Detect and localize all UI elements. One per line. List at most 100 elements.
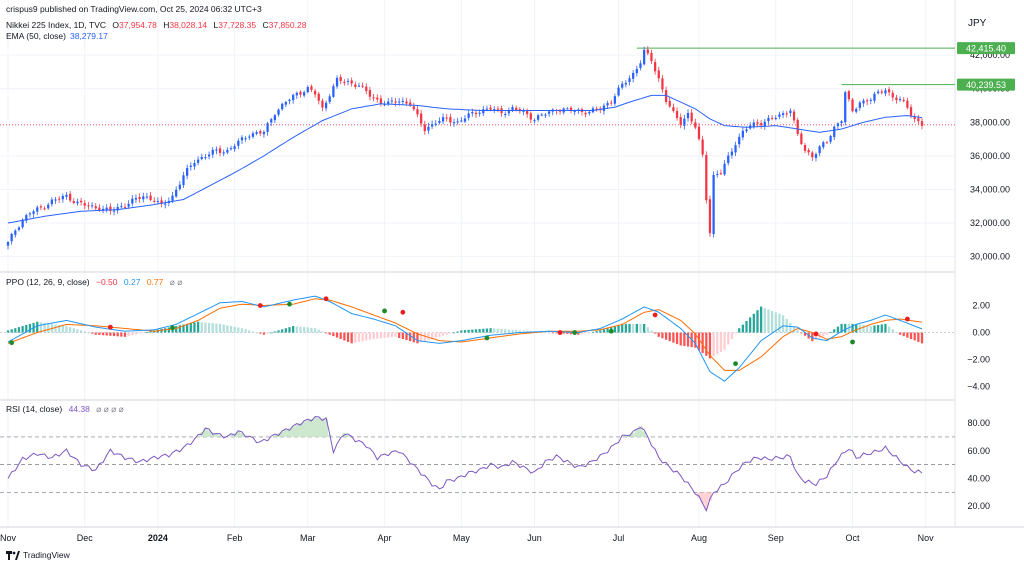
symbol-name[interactable]: Nikkei 225 Index, 1D, TVC — [6, 20, 106, 30]
ppo-histogram-bar — [544, 332, 547, 334]
ppo-histogram-bar — [595, 331, 598, 333]
candle-body — [346, 80, 350, 82]
ppo-tick-label: −2.00 — [967, 355, 990, 365]
candle-body — [569, 107, 573, 112]
ppo-histogram-bar — [752, 313, 755, 333]
ppo-histogram-bar — [686, 332, 690, 347]
candle-body — [189, 165, 192, 168]
ppo-legend[interactable]: PPO (12, 26, 9, close) −0.50 0.27 0.77 ⌀… — [6, 277, 182, 288]
ppo-histogram-bar — [650, 330, 653, 333]
ppo-histogram-bar — [142, 332, 145, 334]
time-tick-label: Mar — [300, 533, 316, 543]
price-axis[interactable]: 30,000.00 32,000.00 34,000.00 36,000.00 38,0… — [957, 42, 1015, 511]
ppo-histogram-bar — [175, 326, 178, 333]
candle-body — [222, 152, 225, 154]
candle-body — [833, 126, 836, 138]
candle-body — [430, 124, 434, 127]
candle-body — [683, 118, 686, 126]
candle-body — [87, 205, 90, 207]
ppo-histogram-bar — [14, 328, 17, 333]
candle-body — [836, 123, 840, 127]
rsi-overbought-fill — [272, 435, 277, 437]
ppo-histogram-bar — [708, 332, 712, 359]
ppo-histogram-bar — [478, 329, 481, 333]
ppo-histogram-bar — [668, 332, 671, 342]
candle-body — [730, 151, 734, 156]
candle-body — [387, 101, 390, 104]
ppo-histogram-bar — [639, 323, 642, 333]
rsi-legend[interactable]: RSI (14, close) 44.38 ⌀ ⌀ ⌀ ⌀ — [6, 404, 124, 415]
ppo-histogram-bar — [781, 315, 785, 333]
ppo-histogram-bar — [898, 332, 902, 335]
ppo-histogram-bar — [120, 332, 123, 337]
price-tick-label: 34,000.00 — [970, 184, 1010, 194]
ppo-histogram-bar — [738, 328, 741, 333]
ppo-histogram-bar — [164, 328, 167, 333]
ppo-signal-line[interactable] — [7, 298, 923, 371]
candle-body — [851, 99, 854, 112]
candle-body — [405, 101, 408, 104]
rsi-line[interactable] — [7, 416, 923, 513]
ema-label[interactable]: EMA (50, close) — [6, 31, 66, 41]
candle-body — [237, 140, 240, 146]
ppo-histogram-bar — [361, 332, 364, 342]
ppo-cross-dot — [9, 340, 15, 346]
candle-body — [738, 136, 741, 145]
candle-body — [58, 198, 61, 200]
time-tick-label: Jun — [527, 533, 542, 543]
time-axis[interactable]: Nov Dec 2024 Feb Mar Apr May Jun Jul Aug Sep Oct Nov — [0, 533, 934, 543]
ppo-histogram-bar — [138, 332, 141, 334]
candle-body — [240, 137, 244, 141]
ema-legend[interactable]: EMA (50, close) 38,279.17 — [6, 31, 108, 41]
candle-body — [657, 70, 660, 79]
tradingview-footer[interactable]: TradingView — [6, 550, 70, 560]
ppo-histogram-bar — [310, 327, 313, 333]
ppo-cross-dot — [400, 309, 406, 315]
candle-body — [917, 118, 920, 122]
candle-body — [467, 113, 470, 118]
time-tick-label: Apr — [378, 533, 392, 543]
rsi-overbought-fill — [298, 423, 303, 437]
candle-body — [884, 90, 887, 94]
ppo-histogram-bar — [774, 312, 777, 333]
candle-body — [153, 200, 156, 202]
high-value: 38,028.14 — [169, 20, 208, 30]
candle-body — [175, 189, 178, 197]
candle-body — [661, 78, 664, 90]
ema-line[interactable] — [7, 94, 923, 224]
ppo-histogram-bar — [873, 325, 876, 333]
candle-body — [215, 149, 218, 151]
chart-gridlines — [0, 0, 955, 527]
ppo-histogram-bar — [716, 332, 719, 355]
ppo-histogram-bar — [482, 328, 485, 333]
candle-body — [902, 100, 905, 102]
ppo-histogram-bar — [343, 332, 346, 341]
rsi-label[interactable]: RSI (14, close) — [6, 404, 63, 414]
candle-body — [398, 101, 401, 103]
close-label: C — [262, 20, 269, 30]
symbol-legend[interactable]: Nikkei 225 Index, 1D, TVC O37,954.78 H38… — [6, 20, 306, 30]
ppo-cross-dot — [572, 330, 578, 335]
ppo-line[interactable] — [7, 295, 923, 382]
rsi-overbought-fill — [294, 424, 299, 437]
ppo-histogram-bar — [303, 327, 306, 333]
rsi-overbought-fill — [320, 418, 325, 437]
ppo-histogram-bar — [441, 332, 445, 336]
ppo-histogram-bar — [617, 324, 620, 333]
ppo-histogram-bar — [588, 332, 591, 334]
candle-body — [79, 200, 83, 203]
ppo-empty-values: ⌀ ⌀ — [169, 277, 183, 287]
rsi-oversold-fill — [704, 492, 709, 509]
candle-body — [292, 94, 295, 101]
ppo-histogram-bar — [284, 328, 287, 333]
ppo-histogram-bar — [346, 332, 350, 342]
candle-body — [303, 92, 306, 96]
candle-body — [646, 49, 649, 54]
ppo-label[interactable]: PPO (12, 26, 9, close) — [6, 277, 90, 287]
ppo-histogram-bar — [661, 332, 664, 339]
ppo-histogram-bar — [906, 332, 909, 338]
candle-body — [533, 120, 536, 122]
rsi-overbought-fill — [346, 435, 350, 437]
candle-body — [774, 117, 777, 120]
